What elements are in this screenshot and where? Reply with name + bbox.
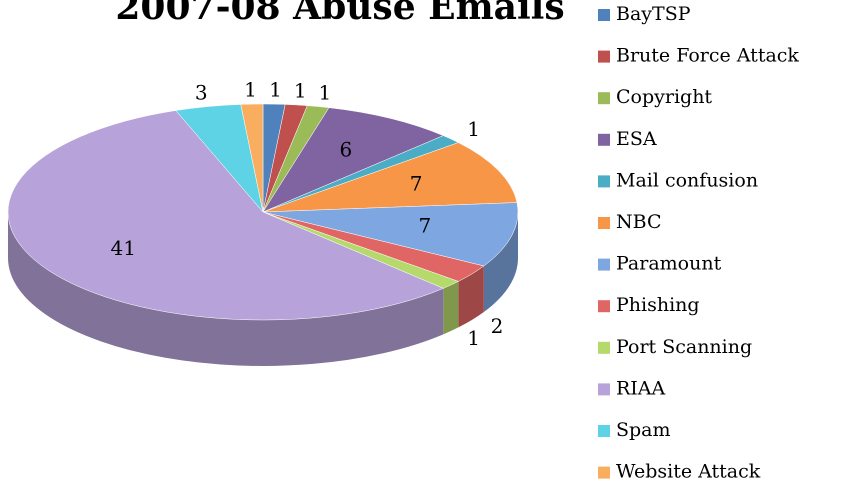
legend-swatch (598, 300, 610, 313)
data-label: 1 (318, 80, 331, 104)
legend-swatch (598, 258, 610, 271)
legend-swatch (598, 217, 610, 229)
slice (262, 202, 519, 267)
data-label: 7 (418, 214, 431, 238)
slice (240, 103, 264, 213)
slice-side (483, 212, 518, 312)
data-label: 1 (467, 117, 480, 141)
data-label: 1 (467, 326, 480, 350)
legend-label: Mail confusion (616, 169, 758, 191)
data-label: 2 (491, 314, 504, 338)
data-label: 3 (195, 80, 208, 104)
data-label: 41 (110, 236, 135, 260)
slice-side (443, 281, 459, 335)
legend-label: Paramount (616, 253, 722, 275)
legend-label: Brute Force Attack (616, 45, 799, 67)
legend-swatch (598, 133, 610, 146)
legend-swatch (598, 466, 610, 479)
legend-label: Spam (616, 419, 671, 441)
legend-swatch (598, 50, 610, 63)
pie-tops (7, 103, 519, 321)
slice-side (8, 212, 444, 366)
legend-swatch (598, 175, 610, 188)
data-label: 6 (340, 138, 353, 162)
legend-label: ESA (616, 128, 657, 150)
slice (7, 110, 444, 321)
legend-label: BayTSP (616, 3, 691, 25)
data-label: 1 (294, 79, 307, 103)
legend-label: Website Attack (616, 461, 761, 483)
data-label: 1 (269, 78, 282, 102)
slice (262, 142, 518, 213)
legend-label: NBC (616, 211, 661, 233)
slice (262, 107, 444, 213)
legend-label: Port Scanning (616, 336, 752, 358)
slice-side (458, 266, 484, 328)
legend-swatch (598, 383, 610, 396)
data-label: 7 (410, 172, 423, 196)
legend-label: Copyright (616, 86, 712, 108)
legend-swatch (598, 341, 610, 354)
pie-sides (8, 212, 518, 366)
data-label: 1 (244, 78, 257, 102)
legend-swatch (598, 425, 610, 437)
chart-title: 2007-08 Abuse Emails (115, 0, 564, 28)
legend-swatch (598, 92, 610, 105)
legend-swatch (598, 9, 610, 21)
legend-label: RIAA (616, 377, 666, 399)
legend-label: Phishing (616, 294, 700, 316)
